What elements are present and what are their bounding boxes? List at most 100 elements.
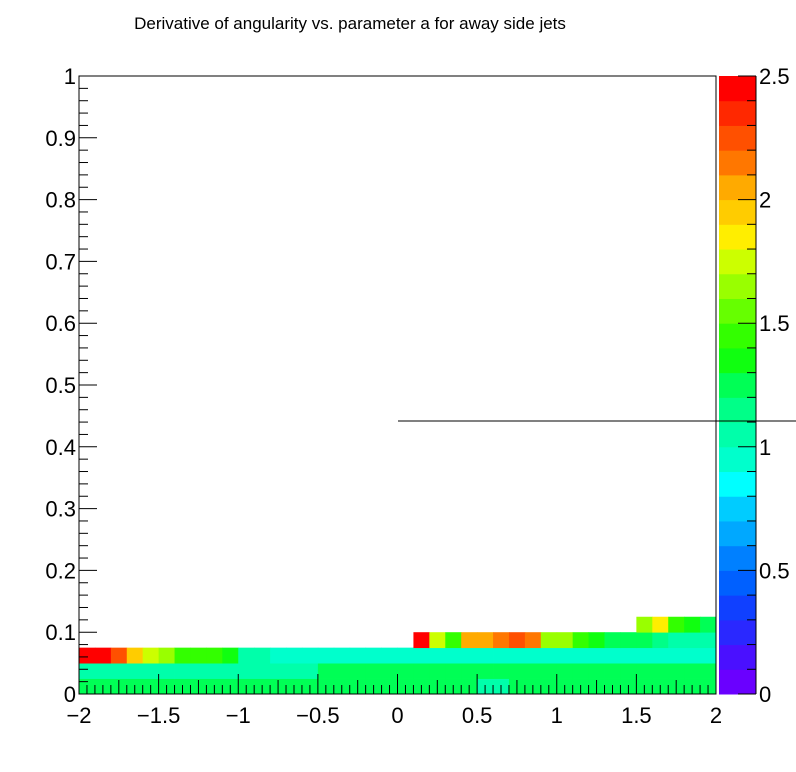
- heatmap-cell: [524, 663, 542, 679]
- heatmap-cell: [700, 647, 717, 664]
- heatmap-cell: [381, 663, 398, 679]
- heatmap-cell: [588, 647, 605, 664]
- heatmap-cell: [333, 663, 351, 679]
- heatmap-cell: [413, 663, 430, 679]
- heatmap-cell: [572, 632, 589, 649]
- heatmap-cell: [700, 616, 717, 633]
- heatmap-cell: [286, 663, 303, 679]
- heatmap-cell: [493, 647, 510, 664]
- heatmap-cell: [556, 632, 574, 649]
- heatmap-cell: [445, 632, 462, 649]
- heatmap-cell: [79, 663, 96, 679]
- heatmap-cell: [668, 616, 685, 633]
- heatmap-cell: [397, 663, 414, 679]
- heatmap-cell: [652, 632, 669, 649]
- heatmap-cell: [572, 647, 589, 664]
- heatmap-cell: [333, 647, 351, 664]
- palette-swatch: [719, 595, 756, 621]
- heatmap-cell: [461, 647, 478, 664]
- heatmap-cell: [317, 663, 335, 679]
- heatmap-cell: [493, 632, 510, 649]
- heatmap-cell: [238, 647, 255, 664]
- heatmap-cell: [301, 647, 319, 664]
- heatmap-cell: [572, 663, 589, 679]
- color-axis-label: 0.5: [759, 558, 790, 583]
- heatmap-cell: [429, 647, 446, 664]
- y-axis: 0 0.1 0.2 0.3 0.4 0.5 0.6 0.7 0.8 0.9 1: [45, 64, 97, 707]
- heatmap-cell: [158, 663, 175, 679]
- heatmap-cell: [636, 663, 653, 679]
- heatmap-cell: [652, 647, 669, 664]
- heatmap-cell: [206, 663, 223, 679]
- heatmap-cell: [349, 663, 367, 679]
- x-tick-label: 1: [551, 703, 563, 728]
- palette-swatch: [719, 422, 756, 448]
- palette-swatch: [719, 570, 756, 596]
- heatmap-cell: [174, 663, 191, 679]
- color-palette: [719, 76, 756, 695]
- palette-swatch: [719, 249, 756, 275]
- heatmap-cell: [620, 632, 637, 649]
- palette-swatch: [719, 174, 756, 201]
- heatmap-cell: [222, 663, 239, 679]
- heatmap-cell: [700, 663, 717, 679]
- heatmap-cell: [636, 616, 653, 633]
- heatmap-cell: [477, 632, 494, 649]
- x-tick-label: −0.5: [296, 703, 339, 728]
- heatmap-cell: [508, 647, 526, 664]
- heatmap-cell: [126, 663, 144, 679]
- y-tick-label: 0.9: [45, 126, 76, 151]
- palette-swatch: [719, 100, 756, 126]
- y-tick-label: 0.6: [45, 311, 76, 336]
- heatmap-cell: [524, 632, 542, 649]
- heatmap-cell: [254, 663, 271, 679]
- heatmap-cell: [668, 647, 685, 664]
- heatmap-cell: [668, 632, 685, 649]
- palette-swatch: [719, 125, 756, 151]
- palette-swatch: [719, 545, 756, 571]
- x-tick-label: 2: [710, 703, 722, 728]
- color-axis: 0 0.5 1 1.5 2 2.5: [738, 64, 790, 707]
- x-tick-label: 0.5: [462, 703, 493, 728]
- palette-swatch: [719, 199, 756, 225]
- heatmap-cell: [110, 647, 128, 664]
- heatmap-cell: [349, 647, 367, 664]
- heatmap-cell: [429, 663, 446, 679]
- heatmap-cell: [604, 663, 621, 679]
- heatmap-cell: [700, 632, 717, 649]
- heatmap-cell: [540, 647, 558, 664]
- heatmap-cell: [652, 663, 669, 679]
- heatmap-cell: [588, 663, 605, 679]
- heatmap-cell: [142, 647, 160, 664]
- y-tick-label: 0.1: [45, 620, 76, 645]
- x-tick-label: −1.5: [137, 703, 180, 728]
- heatmap-cell: [493, 663, 510, 679]
- heatmap-cell: [317, 647, 335, 664]
- heatmap-cell: [222, 647, 239, 664]
- heatmap-cell: [270, 663, 287, 679]
- heatmap-cell: [684, 663, 701, 679]
- heatmap-cell: [79, 647, 96, 664]
- heatmap-cell: [381, 647, 398, 664]
- palette-swatch: [719, 619, 756, 646]
- heatmap-cell: [652, 616, 669, 633]
- heatmap-cell: [588, 632, 605, 649]
- palette-swatch: [719, 224, 756, 250]
- color-axis-label: 1: [759, 435, 771, 460]
- palette-swatch: [719, 644, 756, 670]
- heatmap-cell: [604, 647, 621, 664]
- heatmap-cell: [110, 663, 128, 679]
- heatmap-cell: [524, 647, 542, 664]
- y-tick-label: 0.7: [45, 249, 76, 274]
- heatmap-cell: [668, 663, 685, 679]
- heatmap-cell: [429, 632, 446, 649]
- heatmap-cell: [477, 647, 494, 664]
- palette-swatch: [719, 76, 756, 102]
- heatmap-cell: [397, 647, 414, 664]
- heatmap-cell: [461, 663, 478, 679]
- palette-swatch: [719, 347, 756, 374]
- color-axis-label: 0: [759, 682, 771, 707]
- chart-title: Derivative of angularity vs. parameter a…: [134, 14, 566, 33]
- heatmap-cell: [142, 663, 160, 679]
- heatmap-cell: [158, 647, 175, 664]
